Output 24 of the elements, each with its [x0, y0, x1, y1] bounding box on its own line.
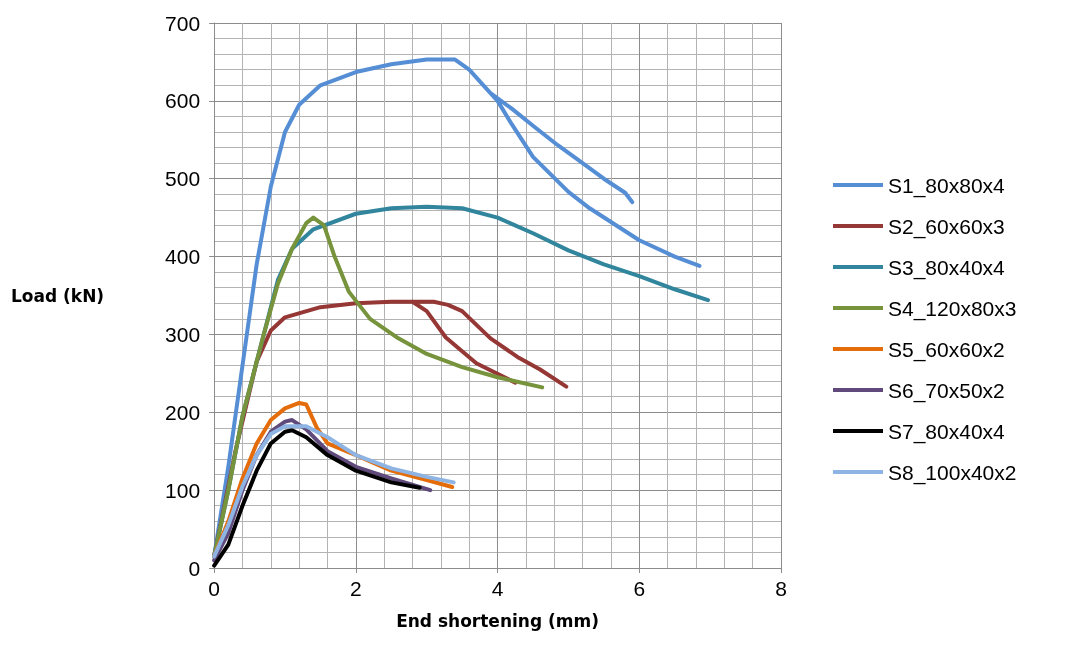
- x-axis-title: End shortening (mm): [396, 610, 599, 631]
- y-axis-title: Load (kN): [10, 285, 105, 306]
- legend-label: S2_60x60x3: [888, 214, 1005, 239]
- y-tick-label: 200: [165, 400, 201, 424]
- legend-label: S3_80x40x4: [888, 255, 1006, 280]
- x-tick-label: 6: [633, 577, 646, 600]
- x-tick-label: 4: [491, 577, 504, 600]
- y-tick-label: 100: [165, 478, 201, 502]
- y-tick-label: 0: [188, 556, 201, 580]
- legend-label: S8_100x40x2: [888, 460, 1017, 485]
- legend-label: S7_80x40x4: [888, 419, 1006, 444]
- legend-label: S4_120x80x3: [888, 296, 1017, 321]
- line-series: [212, 424, 456, 559]
- y-tick-label: 400: [165, 245, 201, 269]
- legend-label: S6_70x50x2: [888, 378, 1005, 403]
- x-tick-label: 2: [350, 577, 362, 600]
- y-tick-label: 600: [165, 89, 201, 113]
- y-tick-label: 500: [165, 167, 201, 191]
- legend-label: S5_60x60x2: [888, 337, 1005, 362]
- x-tick-label: 8: [775, 577, 787, 600]
- legend-label: S1_80x80x4: [888, 173, 1006, 198]
- y-tick-label: 700: [165, 11, 201, 35]
- y-tick-label: 300: [165, 322, 201, 346]
- x-tick-label: 0: [208, 577, 220, 600]
